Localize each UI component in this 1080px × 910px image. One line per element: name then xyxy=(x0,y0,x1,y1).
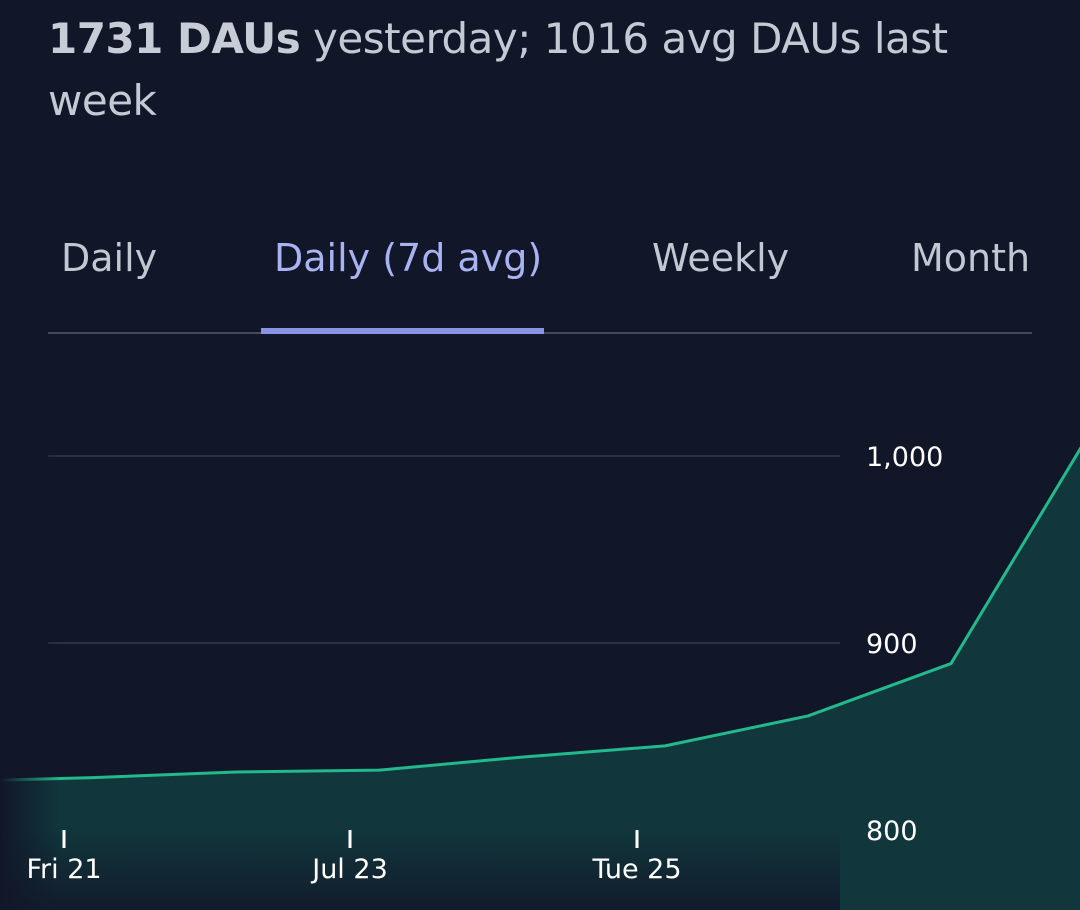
active-tab-indicator xyxy=(261,328,544,334)
y-tick-label: 800 xyxy=(866,816,918,847)
dau-area-chart: 1,000 900 800 Fri 21 Jul 23 Tue 25 xyxy=(0,360,1080,910)
x-tick-label: Jul 23 xyxy=(310,854,388,885)
x-tick-label: Fri 21 xyxy=(26,854,101,885)
tab-weekly[interactable]: Weekly xyxy=(652,236,790,280)
dau-yesterday-value: 1731 DAUs xyxy=(48,14,301,63)
tab-daily[interactable]: Daily xyxy=(61,236,158,280)
tab-month[interactable]: Month xyxy=(911,236,1031,280)
tab-daily-7d-avg[interactable]: Daily (7d avg) xyxy=(274,236,543,280)
dau-summary-text: yesterday; 1016 avg DAUs last week xyxy=(48,14,948,125)
y-tick-label: 900 xyxy=(866,629,918,660)
x-tick-label: Tue 25 xyxy=(591,854,681,885)
area-fill xyxy=(0,449,1080,910)
y-tick-label: 1,000 xyxy=(866,442,943,473)
period-tabs: Daily Daily (7d avg) Weekly Month xyxy=(48,210,1032,334)
summary-headline: 1731 DAUs yesterday; 1016 avg DAUs last … xyxy=(48,8,1008,132)
left-fade xyxy=(0,360,60,910)
bottom-fade xyxy=(0,830,840,910)
